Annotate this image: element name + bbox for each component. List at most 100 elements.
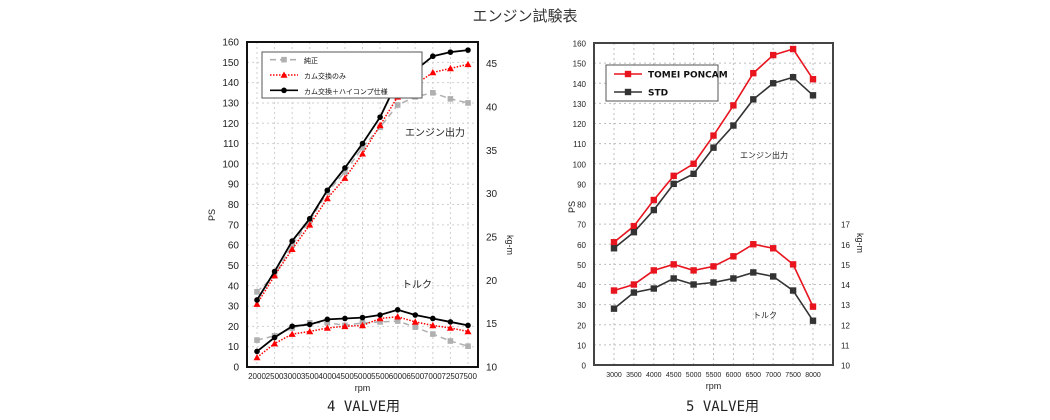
data-point [306,215,313,222]
data-point [750,269,757,276]
x-tick-label: 7250 [442,372,460,381]
x-tick-label: 2500 [266,372,284,381]
plot-frame [593,42,834,366]
data-point [394,307,401,313]
data-point [690,170,697,178]
y-tick-label: 120 [222,119,239,130]
x-axis-label: rpm [706,381,722,391]
annotation-label: エンジン出力 [405,126,465,139]
y-tick-label: 10 [228,342,240,353]
data-point [253,300,261,307]
data-point [271,268,278,275]
y2-tick-label: 15 [841,261,850,270]
y2-tick-label: 45 [486,59,498,70]
data-point [624,70,632,78]
y-tick-label: 80 [577,201,586,210]
x-tick-label: 5000 [686,372,702,379]
data-point [789,45,797,53]
y-tick-label: 140 [573,80,587,89]
data-point [690,281,697,288]
y-tick-label: 140 [222,78,239,89]
data-point [271,340,279,347]
data-point [359,321,366,329]
data-point [730,102,737,109]
data-point [359,150,366,157]
y-axis-label: PS [567,201,577,213]
x-tick-label: 6000 [726,372,742,379]
data-point [394,318,401,324]
data-point [430,331,436,337]
data-point [710,263,717,270]
y-tick-label: 60 [228,241,240,252]
data-point [394,102,401,108]
legend-label: カム交換＋ハイコンプ仕様 [304,87,388,96]
data-point [809,317,817,324]
plot-frame [246,41,479,368]
data-point [271,272,279,279]
data-point [306,221,314,228]
x-tick-label: 7500 [785,372,801,379]
legend-box [605,64,719,102]
data-point [730,122,737,129]
data-point [750,96,757,103]
data-point [289,238,295,244]
data-point [465,47,471,53]
data-point [610,239,618,246]
x-tick-label: 6500 [746,372,762,379]
x-axis-label: rpm [355,383,371,393]
data-point [377,312,383,318]
data-point [254,289,260,295]
data-point [710,144,717,151]
data-point [376,314,384,322]
data-point [465,322,471,329]
data-point [430,315,436,322]
data-point [464,327,472,335]
data-point [323,194,331,202]
data-point [710,279,717,286]
y-tick-label: 10 [577,341,586,350]
y2-tick-label: 10 [841,362,850,371]
data-point [650,285,657,292]
data-point [376,121,384,129]
data-point [306,321,313,328]
data-point [670,275,677,282]
data-point [770,51,777,59]
annotation-label: エンジン出力 [740,150,788,160]
data-point [412,312,419,318]
y-axis-label: PS [207,209,217,221]
legend-label: カム交換のみ [304,72,346,81]
data-point [323,324,331,331]
data-point [288,330,296,337]
caption-4valve: 4 VALVE用 [327,399,401,415]
data-point [630,281,638,288]
data-point [464,60,472,68]
y-tick-label: 0 [582,362,587,371]
data-point [809,92,817,99]
y2-tick-label: 40 [486,103,498,114]
data-point [254,348,260,355]
data-point [630,228,638,236]
x-tick-label: 5000 [354,372,372,381]
series-line [613,76,814,249]
data-point [789,287,797,294]
data-point [271,334,278,341]
y-tick-label: 30 [228,302,240,313]
y2-tick-label: 35 [486,146,498,157]
y-tick-label: 80 [228,200,240,211]
y-tick-label: 40 [228,281,240,292]
data-point [280,71,288,78]
x-tick-label: 7000 [424,372,442,381]
y-tick-label: 160 [573,40,587,49]
data-point [730,275,737,282]
data-point [447,96,454,102]
data-point [253,353,261,361]
legend-label: 純正 [304,56,318,65]
data-point [430,89,436,96]
x-tick-label: 8000 [805,372,821,379]
x-tick-label: 3500 [626,372,642,379]
data-point [690,160,697,167]
y-tick-label: 20 [228,322,240,333]
y-tick-label: 50 [228,261,240,272]
data-point [447,338,454,344]
data-point [690,267,697,274]
